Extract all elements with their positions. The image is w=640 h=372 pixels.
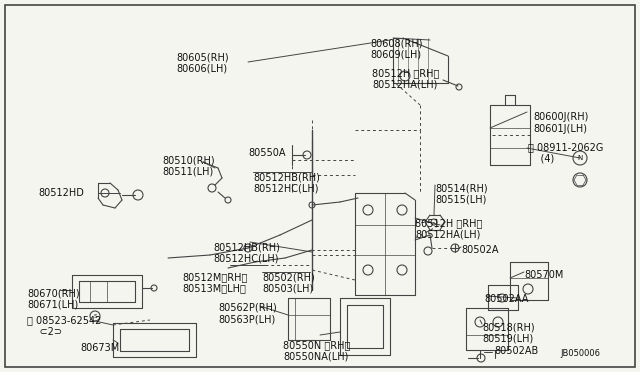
Text: 80514(RH)
80515(LH): 80514(RH) 80515(LH): [435, 183, 488, 205]
Text: 80562P(RH)
80563P(LH): 80562P(RH) 80563P(LH): [218, 303, 276, 325]
Text: 80570M: 80570M: [524, 270, 563, 280]
Text: Ⓝ 08911-2062G
    (4): Ⓝ 08911-2062G (4): [528, 142, 604, 164]
Text: 80673M: 80673M: [80, 343, 119, 353]
Text: 80512H 〈RH〉
80512HA(LH): 80512H 〈RH〉 80512HA(LH): [372, 68, 440, 90]
Text: S: S: [93, 314, 97, 318]
Text: Ⓢ 08523-62542
    ⊂2⊃: Ⓢ 08523-62542 ⊂2⊃: [27, 315, 101, 337]
Text: 80512HB(RH)
80512HC(LH): 80512HB(RH) 80512HC(LH): [213, 242, 280, 264]
Text: 80510(RH)
80511(LH): 80510(RH) 80511(LH): [162, 155, 214, 177]
Text: 80512HD: 80512HD: [38, 188, 84, 198]
Text: 80502AA: 80502AA: [484, 294, 529, 304]
Text: 80600J(RH)
80601J(LH): 80600J(RH) 80601J(LH): [533, 112, 588, 134]
Text: 80605(RH)
80606(LH): 80605(RH) 80606(LH): [176, 52, 228, 74]
Text: 80512H 〈RH〉
80512HA(LH): 80512H 〈RH〉 80512HA(LH): [415, 218, 483, 240]
Text: 80502A: 80502A: [461, 245, 499, 255]
Text: 80608(RH)
80609(LH): 80608(RH) 80609(LH): [370, 38, 422, 60]
Text: 80670(RH)
80671(LH): 80670(RH) 80671(LH): [27, 288, 79, 310]
Text: N: N: [577, 155, 582, 161]
Text: 80512M〈RH〉
80513M〈LH〉: 80512M〈RH〉 80513M〈LH〉: [182, 272, 248, 294]
Text: 80550N 〈RH〉
80550NA(LH): 80550N 〈RH〉 80550NA(LH): [283, 340, 350, 362]
Text: 80502(RH)
80503(LH): 80502(RH) 80503(LH): [262, 272, 315, 294]
Text: 80512HB(RH)
80512HC(LH): 80512HB(RH) 80512HC(LH): [253, 172, 320, 193]
Text: 80518(RH)
80519(LH): 80518(RH) 80519(LH): [482, 322, 534, 344]
Text: 80502AB: 80502AB: [494, 346, 538, 356]
Text: 80550A: 80550A: [248, 148, 285, 158]
Text: JB050006: JB050006: [560, 349, 600, 358]
